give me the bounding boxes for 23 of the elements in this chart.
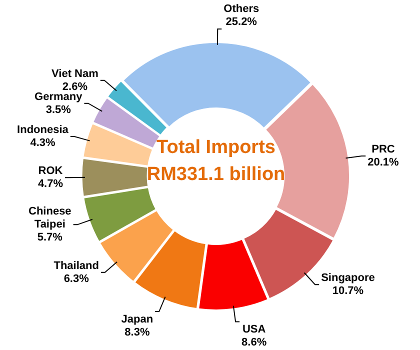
slice-label: Indonesia (17, 124, 70, 136)
slice-label: PRC (372, 144, 395, 156)
data-label: 8.3% (124, 326, 150, 339)
data-label: 25.2% (226, 16, 258, 28)
text: Total Imports RM331.1 billion (146, 136, 286, 187)
data-label: 20.1% (368, 156, 400, 169)
data-label: 6.3% (64, 272, 90, 285)
slice-label: Others (224, 3, 260, 16)
slice-label: Chinese Taipei (28, 206, 72, 231)
data-label: 5.7% (37, 232, 63, 244)
data-label: 4.7% (38, 178, 64, 190)
data-label: 4.3% (30, 137, 56, 150)
data-label: 3.5% (46, 104, 72, 116)
slice-label: Viet Nam (52, 68, 99, 80)
data-label: 8.6% (242, 336, 267, 349)
slice-label: Germany (34, 90, 84, 103)
data-label: 10.7% (332, 285, 364, 298)
slice-label: ROK (38, 165, 63, 178)
data-label: 2.6% (62, 80, 88, 93)
slice-label: Thailand (54, 260, 99, 272)
slice-label: Japan (121, 314, 154, 326)
slice-label: USA (242, 324, 266, 336)
slice-label: Singapore (321, 272, 375, 284)
